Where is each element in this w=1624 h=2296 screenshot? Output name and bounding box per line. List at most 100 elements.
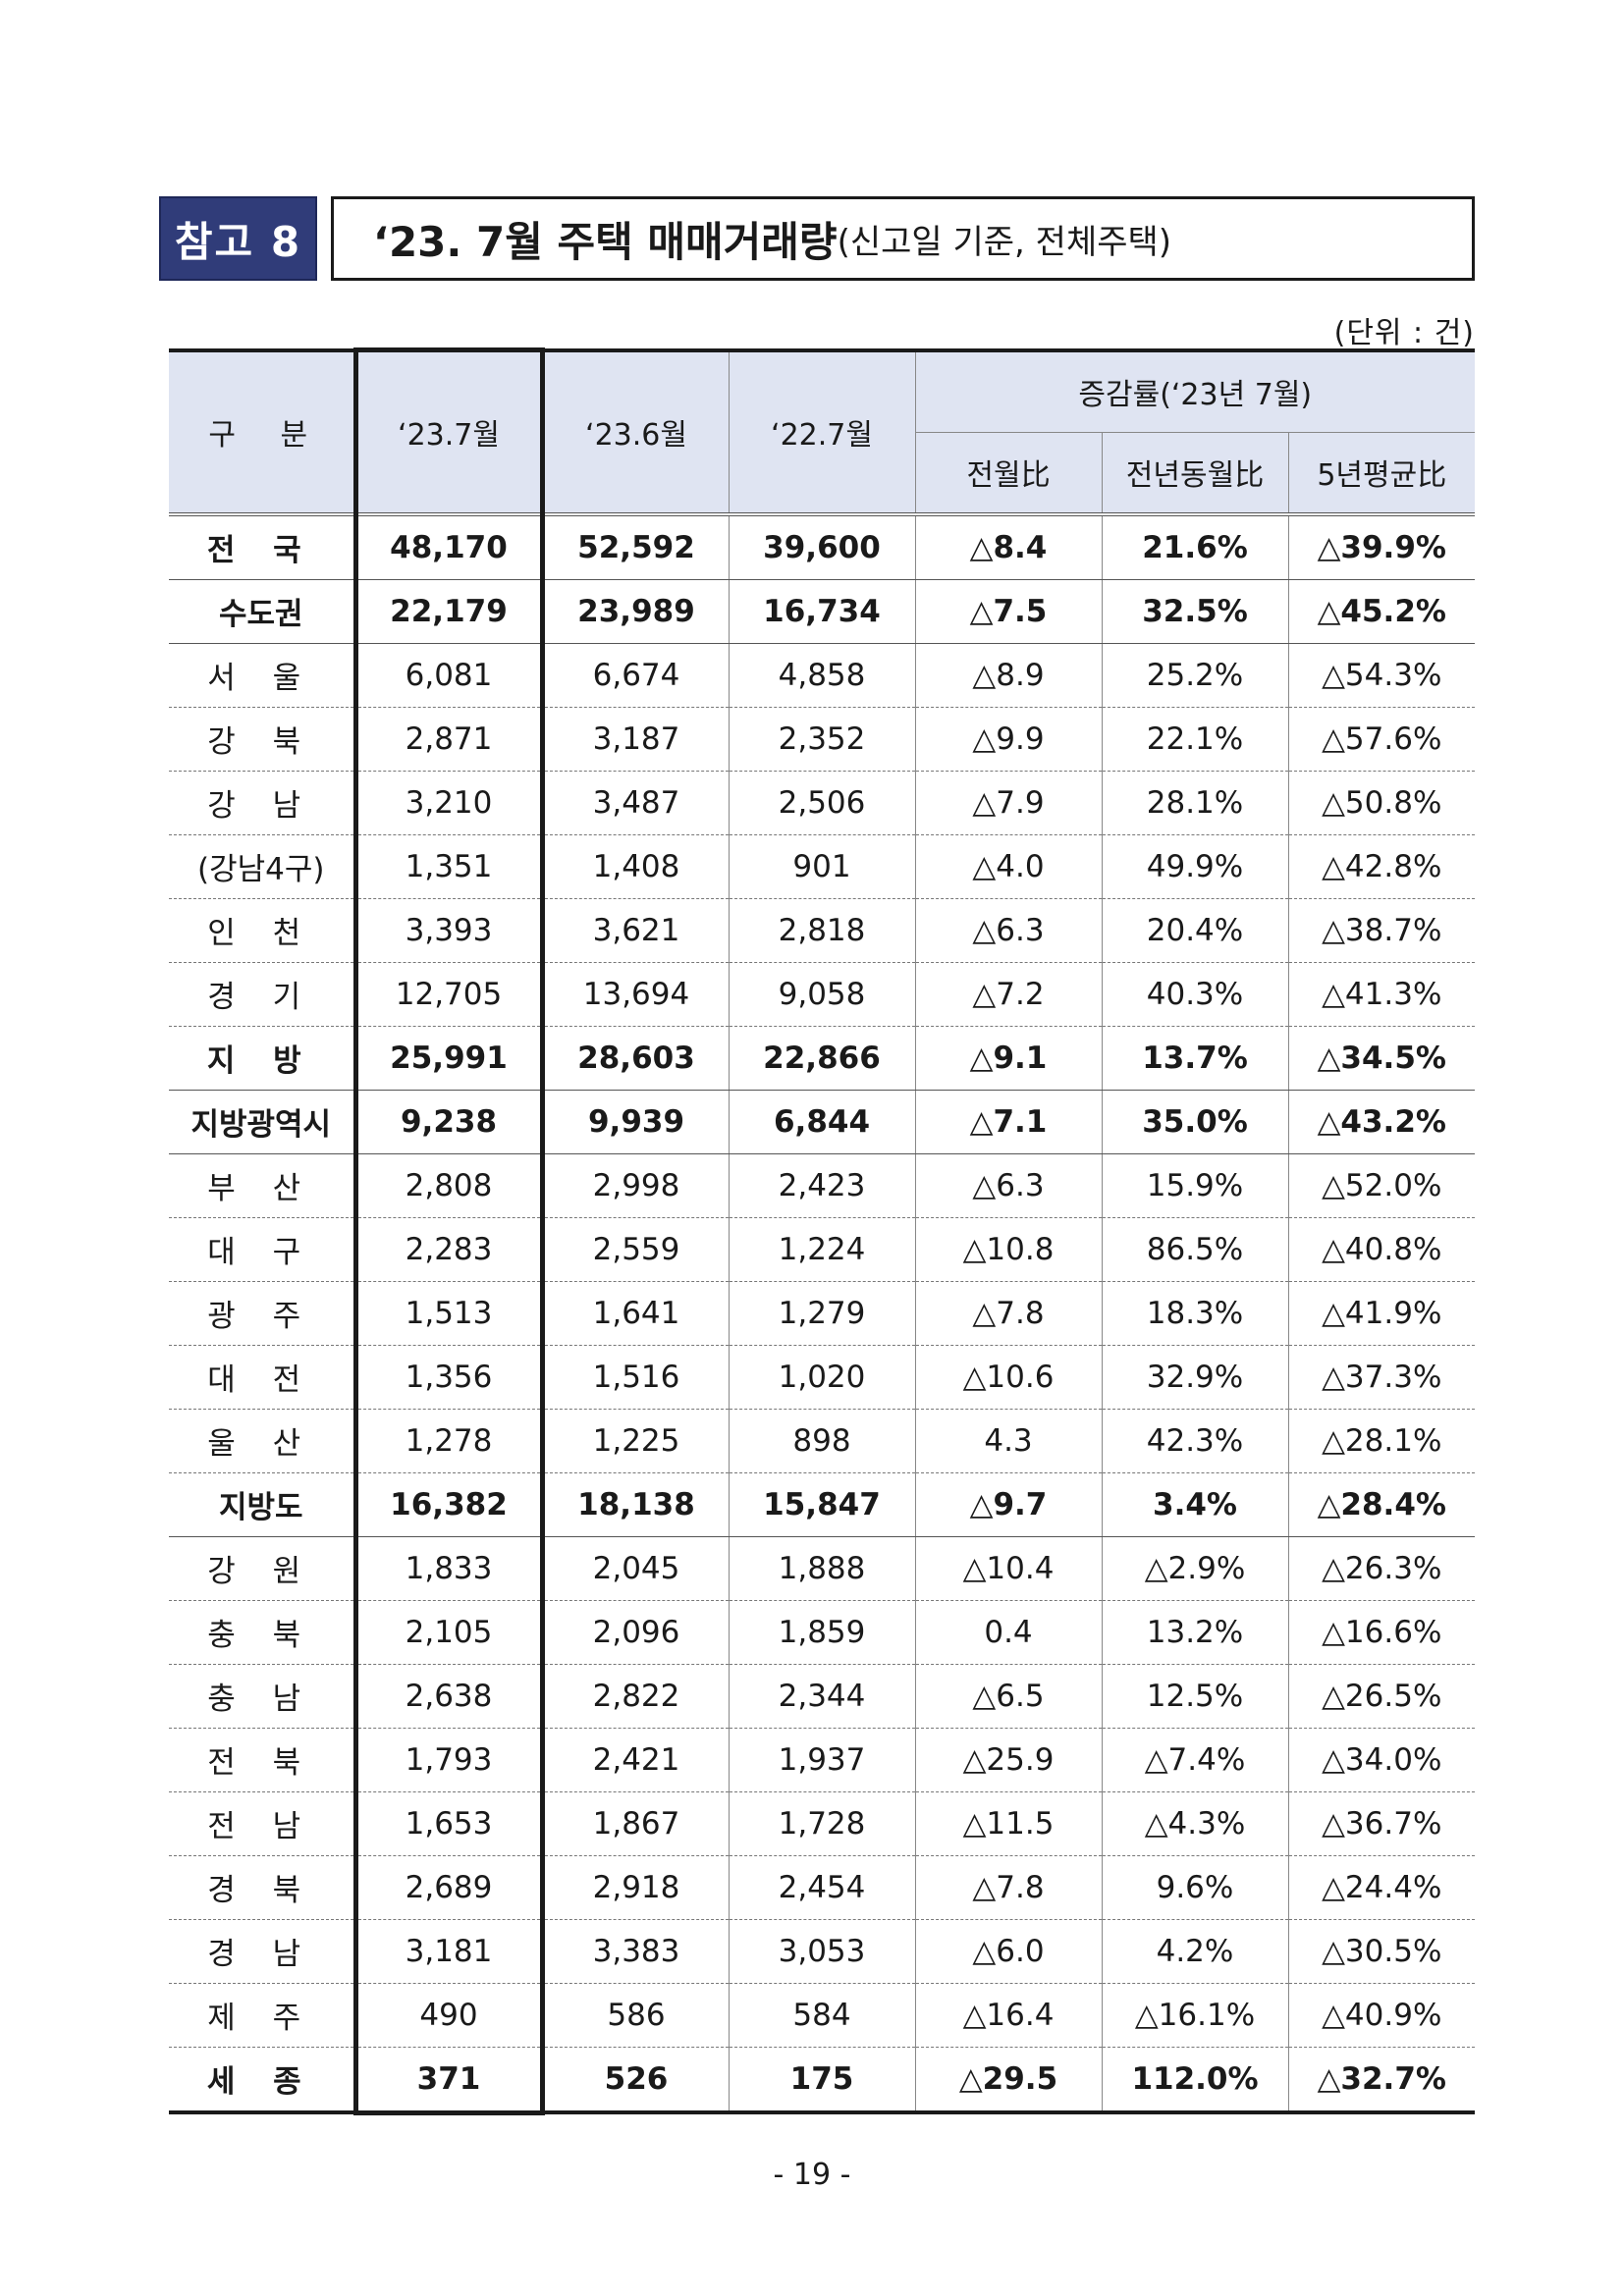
region-cell: 경 북	[169, 1855, 356, 1920]
rate-mom-cell: △6.0	[914, 1919, 1103, 1984]
reference-badge: 참고 8	[159, 196, 317, 281]
table-row: 서 울 6,081 6,674 4,858 △8.9 25.2% △54.3%	[169, 643, 1476, 708]
rate-5yr-cell: △34.5%	[1287, 1026, 1476, 1091]
value-2023-jun-cell: 2,045	[541, 1536, 730, 1601]
table-row: 부 산 2,808 2,998 2,423 △6.3 15.9% △52.0%	[169, 1153, 1476, 1218]
region-cell: 강 원	[169, 1536, 356, 1601]
value-2023-jul-cell: 1,653	[352, 1791, 545, 1856]
header-rate-yoy: 전년동월比	[1101, 432, 1289, 516]
value-2022-jul-cell: 901	[728, 834, 916, 899]
rate-yoy-cell: 42.3%	[1101, 1409, 1289, 1473]
unit-label: (단위 : 건)	[1333, 316, 1475, 350]
page-subtitle: (신고일 기준, 전체주택)	[837, 222, 1172, 262]
value-2022-jul-cell: 39,600	[728, 513, 916, 580]
region-cell: 전 국	[169, 513, 356, 580]
value-2022-jul-cell: 1,937	[728, 1728, 916, 1792]
transaction-table: 구 분 ‘23.7월 ‘23.6월 ‘22.7월 증감률(‘23년 7월) 전월…	[169, 347, 1476, 2115]
value-2023-jun-cell: 2,998	[541, 1153, 730, 1218]
value-2023-jul-cell: 6,081	[352, 643, 545, 708]
value-2022-jul-cell: 584	[728, 1983, 916, 2048]
title-box: ‘23. 7월 주택 매매거래량 (신고일 기준, 전체주택)	[331, 196, 1475, 281]
table-row: 충 남 2,638 2,822 2,344 △6.5 12.5% △26.5%	[169, 1664, 1476, 1729]
value-2022-jul-cell: 898	[728, 1409, 916, 1473]
page-number: - 19 -	[773, 2158, 851, 2192]
rate-mom-cell: △8.9	[914, 643, 1103, 708]
table-row: 대 구 2,283 2,559 1,224 △10.8 86.5% △40.8%	[169, 1217, 1476, 1282]
region-cell: 제 주	[169, 1983, 356, 2048]
table-row: 강 남 3,210 3,487 2,506 △7.9 28.1% △50.8%	[169, 771, 1476, 835]
value-2022-jul-cell: 9,058	[728, 962, 916, 1027]
value-2023-jul-cell: 1,793	[352, 1728, 545, 1792]
value-2023-jun-cell: 1,516	[541, 1345, 730, 1410]
table-row: 전 국 48,170 52,592 39,600 △8.4 21.6% △39.9%	[169, 513, 1476, 580]
value-2023-jun-cell: 1,641	[541, 1281, 730, 1346]
value-2023-jul-cell: 2,689	[352, 1855, 545, 1920]
region-cell: 대 구	[169, 1217, 356, 1282]
value-2023-jul-cell: 2,105	[352, 1600, 545, 1665]
table-row: 경 북 2,689 2,918 2,454 △7.8 9.6% △24.4%	[169, 1855, 1476, 1920]
region-cell: 강 북	[169, 707, 356, 772]
value-2023-jun-cell: 23,989	[541, 579, 730, 644]
header-rate-5yr: 5년평균比	[1287, 432, 1476, 516]
value-2023-jul-cell: 25,991	[352, 1026, 545, 1091]
value-2023-jun-cell: 6,674	[541, 643, 730, 708]
rate-yoy-cell: 35.0%	[1101, 1090, 1289, 1154]
value-2023-jul-cell: 3,181	[352, 1919, 545, 1984]
value-2022-jul-cell: 1,020	[728, 1345, 916, 1410]
rate-5yr-cell: △36.7%	[1287, 1791, 1476, 1856]
value-2023-jul-cell: 1,278	[352, 1409, 545, 1473]
rate-mom-cell: △10.6	[914, 1345, 1103, 1410]
value-2022-jul-cell: 175	[728, 2047, 916, 2114]
page-title: ‘23. 7월 주택 매매거래량	[373, 217, 838, 266]
header-2023-jul: ‘23.7월	[352, 347, 545, 516]
rate-mom-cell: △6.3	[914, 1153, 1103, 1218]
region-cell: 전 남	[169, 1791, 356, 1856]
table-row: 세 종 371 526 175 △29.5 112.0% △32.7%	[169, 2047, 1476, 2115]
rate-5yr-cell: △26.5%	[1287, 1664, 1476, 1729]
rate-yoy-cell: 112.0%	[1101, 2047, 1289, 2114]
header-rate-group: 증감률(‘23년 7월)	[914, 347, 1476, 433]
rate-yoy-cell: 3.4%	[1101, 1472, 1289, 1537]
region-cell: 서 울	[169, 643, 356, 708]
value-2023-jun-cell: 52,592	[541, 513, 730, 580]
value-2022-jul-cell: 6,844	[728, 1090, 916, 1154]
value-2022-jul-cell: 2,344	[728, 1664, 916, 1729]
table-row: 제 주 490 586 584 △16.4 △16.1% △40.9%	[169, 1983, 1476, 2048]
table-row: 인 천 3,393 3,621 2,818 △6.3 20.4% △38.7%	[169, 898, 1476, 963]
value-2023-jul-cell: 1,513	[352, 1281, 545, 1346]
value-2023-jul-cell: 16,382	[352, 1472, 545, 1537]
value-2023-jun-cell: 18,138	[541, 1472, 730, 1537]
rate-mom-cell: △9.9	[914, 707, 1103, 772]
region-cell: 경 남	[169, 1919, 356, 1984]
value-2023-jun-cell: 28,603	[541, 1026, 730, 1091]
rate-yoy-cell: 22.1%	[1101, 707, 1289, 772]
rate-5yr-cell: △40.9%	[1287, 1983, 1476, 2048]
region-cell: 세 종	[169, 2047, 356, 2114]
value-2023-jul-cell: 48,170	[352, 513, 545, 580]
value-2023-jul-cell: 22,179	[352, 579, 545, 644]
rate-5yr-cell: △41.3%	[1287, 962, 1476, 1027]
rate-mom-cell: △10.4	[914, 1536, 1103, 1601]
region-cell: 강 남	[169, 771, 356, 835]
rate-mom-cell: 0.4	[914, 1600, 1103, 1665]
value-2023-jul-cell: 2,871	[352, 707, 545, 772]
value-2023-jun-cell: 2,822	[541, 1664, 730, 1729]
value-2022-jul-cell: 1,888	[728, 1536, 916, 1601]
value-2023-jul-cell: 1,351	[352, 834, 545, 899]
value-2023-jun-cell: 3,187	[541, 707, 730, 772]
rate-mom-cell: △29.5	[914, 2047, 1103, 2114]
table-row: (강남4구) 1,351 1,408 901 △4.0 49.9% △42.8%	[169, 834, 1476, 899]
value-2023-jun-cell: 2,421	[541, 1728, 730, 1792]
value-2023-jun-cell: 3,621	[541, 898, 730, 963]
rate-mom-cell: △4.0	[914, 834, 1103, 899]
region-cell: 울 산	[169, 1409, 356, 1473]
value-2023-jun-cell: 2,918	[541, 1855, 730, 1920]
rate-yoy-cell: △4.3%	[1101, 1791, 1289, 1856]
region-cell: 대 전	[169, 1345, 356, 1410]
region-cell: 지방도	[169, 1472, 356, 1537]
rate-yoy-cell: 32.5%	[1101, 579, 1289, 644]
table-row: 광 주 1,513 1,641 1,279 △7.8 18.3% △41.9%	[169, 1281, 1476, 1346]
rate-yoy-cell: 12.5%	[1101, 1664, 1289, 1729]
rate-mom-cell: 4.3	[914, 1409, 1103, 1473]
value-2022-jul-cell: 1,279	[728, 1281, 916, 1346]
